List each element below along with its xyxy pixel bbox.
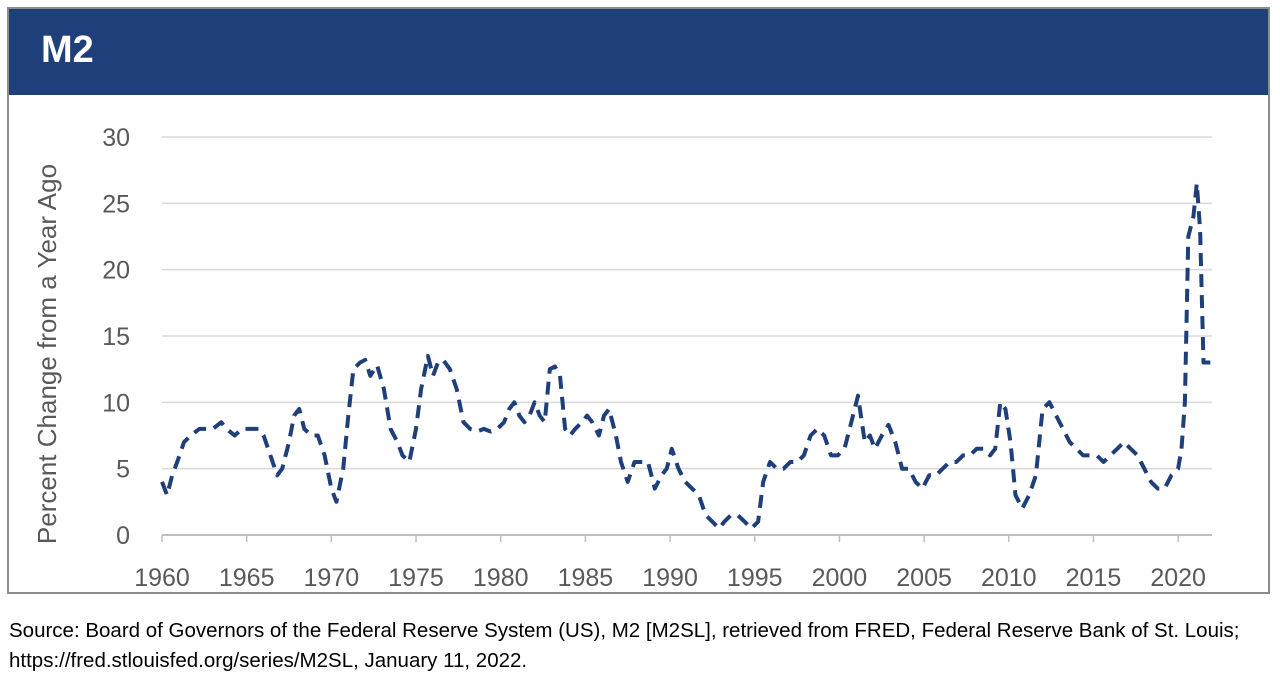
y-tick-label: 15 [102,323,130,351]
x-tick-label: 1970 [304,564,360,592]
gridlines [162,136,1212,536]
y-tick-label: 30 [102,124,130,152]
y-axis-title: Percent Change from a Year Ago [32,164,62,544]
series-line-0 [160,181,1211,531]
chart-frame: M2 [7,7,1270,594]
x-tick-label: 1965 [219,564,275,592]
source-note: Source: Board of Governors of the Federa… [9,619,1240,672]
chart-plot: 0 5 10 15 20 25 30 1960 1965 1970 1975 1980 1985 199… [32,124,1212,592]
x-tick-label: 1980 [473,564,529,592]
y-tick-label: 10 [102,389,130,417]
chart-title: M2 [41,29,94,71]
series-layer [160,181,1211,531]
y-tick-label: 5 [116,456,130,484]
x-tick-label: 1990 [642,564,698,592]
x-tick-label: 1975 [388,564,444,592]
x-tick-label: 2005 [896,564,952,592]
y-tick-label: 0 [116,522,130,550]
x-axis-ticks: 1960 1965 1970 1975 1980 1985 1990 1995 2000 2005… [134,535,1206,592]
x-tick-label: 1960 [134,564,190,592]
x-tick-label: 2010 [981,564,1037,592]
x-tick-label: 2020 [1150,564,1206,592]
x-tick-label: 2015 [1066,564,1122,592]
x-tick-label: 1995 [727,564,783,592]
y-tick-label: 25 [102,190,130,218]
y-tick-label: 20 [102,257,130,285]
x-tick-label: 2000 [812,564,868,592]
chart-header: M2 [9,9,1268,95]
y-axis-ticks: 0 5 10 15 20 25 30 [102,124,130,550]
x-tick-label: 1985 [558,564,614,592]
